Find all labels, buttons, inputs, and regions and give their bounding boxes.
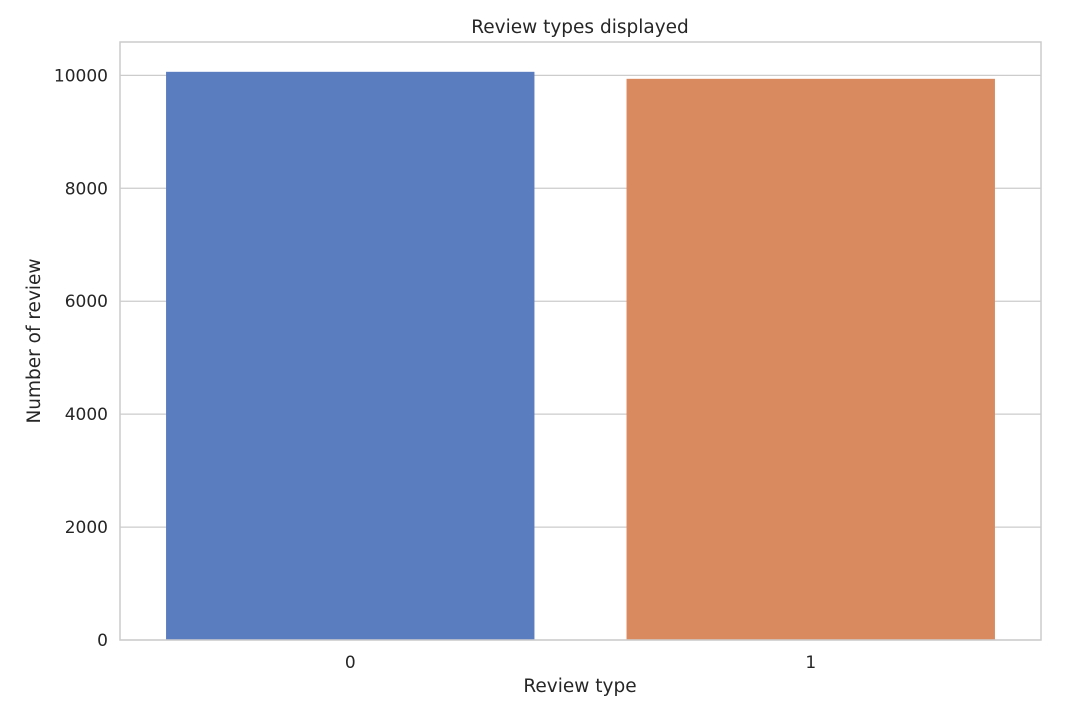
y-tick-label: 8000 bbox=[65, 179, 108, 199]
x-tick-label: 1 bbox=[805, 653, 816, 673]
y-tick-label: 4000 bbox=[65, 405, 108, 425]
chart-title: Review types displayed bbox=[471, 17, 689, 38]
y-tick-labels: 0 2000 4000 6000 8000 10000 bbox=[54, 66, 108, 651]
x-axis-label: Review type bbox=[523, 676, 636, 697]
bars bbox=[166, 71, 995, 640]
y-tick-label: 6000 bbox=[65, 292, 108, 312]
bar-0 bbox=[166, 71, 535, 640]
plot-frame bbox=[119, 41, 1042, 641]
y-tick-label: 2000 bbox=[65, 518, 108, 538]
y-tick-label: 10000 bbox=[54, 66, 108, 86]
y-axis-label: Number of review bbox=[24, 258, 45, 423]
y-tick-label: 0 bbox=[97, 631, 108, 651]
x-tick-label: 0 bbox=[345, 653, 356, 673]
bar-1 bbox=[626, 78, 995, 640]
